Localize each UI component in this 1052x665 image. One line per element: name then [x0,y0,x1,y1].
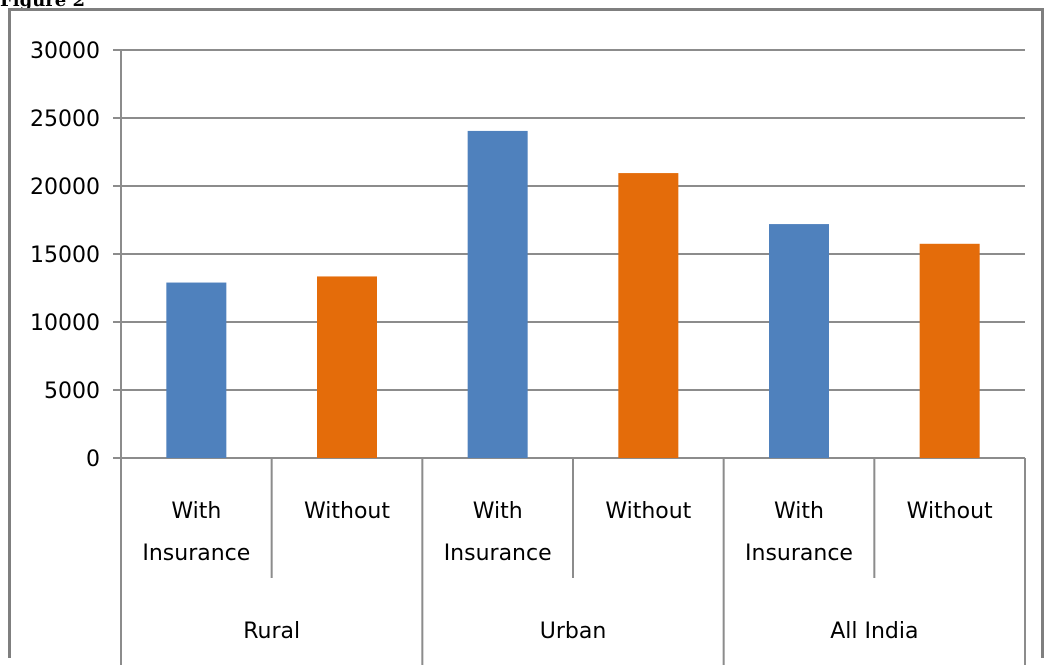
chart-frame [8,8,1044,658]
bar-all-india-without [919,243,980,458]
bar-urban-with-insurance [467,130,528,459]
bar-urban-without [618,173,679,458]
y-tick-label: 5000 [44,379,100,404]
x-subcategory-label: Without [304,499,390,524]
y-tick-label: 20000 [30,175,100,200]
x-group-label: Urban [540,619,607,644]
x-subcategory-label: With Insurance [444,499,552,566]
y-tick-label: 30000 [30,39,100,64]
x-subcategory-label: Without [605,499,691,524]
y-tick-label: 0 [86,447,100,472]
bar-all-india-with-insurance [769,224,829,458]
x-subcategory-label: With Insurance [142,499,250,566]
bar-rural-without [317,276,377,458]
x-group-label: All India [830,619,918,644]
figure-label: Figure 2 [0,0,86,11]
x-group-label: Rural [243,619,300,644]
y-tick-label: 15000 [30,243,100,268]
y-tick-label: 10000 [30,311,100,336]
x-subcategory-label: Without [907,499,993,524]
y-tick-label: 25000 [30,107,100,132]
bar-rural-with-insurance [166,282,227,458]
x-subcategory-label: With Insurance [745,499,853,566]
